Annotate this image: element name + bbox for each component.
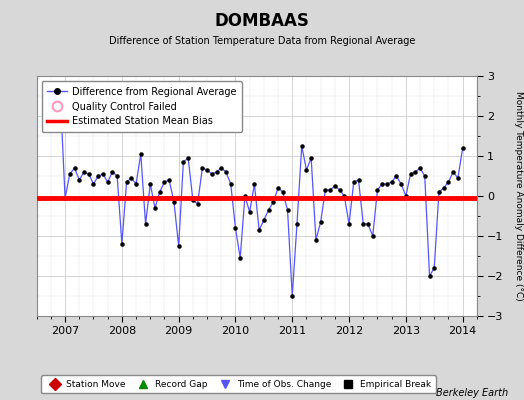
Point: [350, 179, 358, 185]
Point: [421, 173, 429, 179]
Point: [340, 193, 348, 199]
Point: [123, 179, 131, 185]
Legend: Difference from Regional Average, Quality Control Failed, Estimated Station Mean: Difference from Regional Average, Qualit…: [41, 81, 242, 132]
Point: [137, 151, 145, 157]
Point: [279, 189, 287, 195]
Point: [407, 171, 415, 177]
Point: [212, 169, 221, 175]
Point: [444, 179, 453, 185]
Point: [321, 187, 330, 193]
Point: [458, 145, 467, 151]
Point: [231, 225, 239, 231]
Point: [373, 187, 381, 193]
Text: Difference of Station Temperature Data from Regional Average: Difference of Station Temperature Data f…: [109, 36, 415, 46]
Point: [307, 155, 315, 161]
Point: [335, 187, 344, 193]
Point: [160, 179, 169, 185]
Y-axis label: Monthly Temperature Anomaly Difference (°C): Monthly Temperature Anomaly Difference (…: [514, 91, 523, 301]
Point: [56, 93, 64, 99]
Point: [449, 169, 457, 175]
Point: [236, 255, 244, 261]
Point: [179, 159, 188, 165]
Point: [440, 185, 448, 191]
Point: [354, 177, 363, 183]
Point: [203, 167, 211, 173]
Point: [113, 173, 122, 179]
Point: [435, 189, 443, 195]
Point: [312, 237, 320, 243]
Point: [217, 165, 225, 171]
Point: [241, 193, 249, 199]
Point: [75, 177, 83, 183]
Text: DOMBAAS: DOMBAAS: [214, 12, 310, 30]
Point: [265, 207, 273, 213]
Point: [392, 173, 400, 179]
Point: [378, 181, 386, 187]
Point: [61, 195, 69, 201]
Point: [364, 221, 372, 227]
Point: [170, 199, 178, 205]
Point: [402, 193, 410, 199]
Point: [89, 181, 97, 187]
Point: [250, 181, 258, 187]
Point: [416, 165, 424, 171]
Point: [293, 221, 301, 227]
Point: [156, 189, 164, 195]
Point: [222, 169, 230, 175]
Point: [84, 171, 93, 177]
Point: [316, 219, 325, 225]
Point: [255, 227, 264, 233]
Point: [165, 177, 173, 183]
Point: [454, 175, 462, 181]
Point: [99, 171, 107, 177]
Point: [80, 169, 88, 175]
Point: [269, 199, 278, 205]
Point: [70, 165, 79, 171]
Point: [331, 183, 339, 189]
Point: [260, 217, 268, 223]
Point: [193, 201, 202, 207]
Point: [118, 241, 126, 247]
Point: [397, 181, 406, 187]
Point: [151, 205, 159, 211]
Point: [189, 197, 197, 203]
Point: [302, 167, 311, 173]
Point: [283, 207, 292, 213]
Point: [387, 179, 396, 185]
Point: [103, 179, 112, 185]
Point: [288, 293, 297, 299]
Point: [425, 273, 434, 279]
Point: [146, 181, 155, 187]
Point: [127, 175, 136, 181]
Legend: Station Move, Record Gap, Time of Obs. Change, Empirical Break: Station Move, Record Gap, Time of Obs. C…: [41, 376, 435, 394]
Point: [108, 169, 116, 175]
Point: [345, 221, 353, 227]
Point: [274, 185, 282, 191]
Point: [411, 169, 420, 175]
Point: [174, 243, 183, 249]
Point: [208, 171, 216, 177]
Point: [368, 233, 377, 239]
Point: [226, 181, 235, 187]
Point: [56, 93, 64, 99]
Point: [359, 221, 367, 227]
Point: [383, 181, 391, 187]
Point: [94, 173, 102, 179]
Point: [245, 209, 254, 215]
Point: [430, 265, 439, 271]
Point: [298, 143, 306, 149]
Point: [326, 187, 334, 193]
Point: [141, 221, 150, 227]
Point: [66, 171, 74, 177]
Point: [198, 165, 206, 171]
Point: [184, 155, 192, 161]
Text: Berkeley Earth: Berkeley Earth: [436, 388, 508, 398]
Point: [132, 181, 140, 187]
